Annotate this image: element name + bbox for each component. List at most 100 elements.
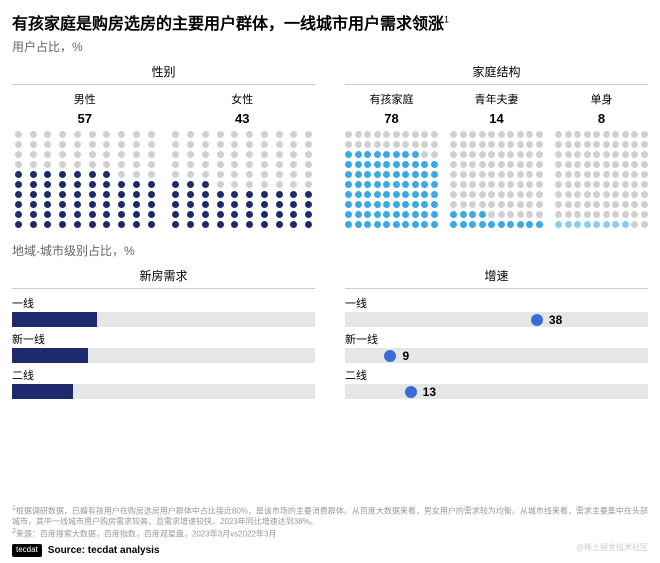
dot [622,171,629,178]
dot [526,211,533,218]
dot [276,171,283,178]
dot [15,161,22,168]
dot [305,131,312,138]
dot [103,201,110,208]
dot [89,171,96,178]
dot [374,221,381,228]
tecdat-badge: tecdat [12,544,42,556]
dot [246,181,253,188]
dot [133,181,140,188]
dot-grid [170,130,316,228]
dot [44,161,51,168]
dot [74,211,81,218]
dot [290,151,297,158]
dot [431,221,438,228]
dot [345,221,352,228]
dot [584,141,591,148]
dot [148,211,155,218]
dot [231,161,238,168]
dot [202,181,209,188]
dot [565,151,572,158]
dot [593,201,600,208]
dot [469,201,476,208]
bar-track [12,348,315,363]
dot [593,191,600,198]
dot [74,181,81,188]
group-value: 57 [12,111,158,126]
region-section-title: 地域-城市级别占比，% [12,242,648,259]
dot [89,191,96,198]
dot [536,151,543,158]
dot [641,191,648,198]
dot [526,201,533,208]
dot [555,221,562,228]
dot [507,171,514,178]
dot [383,171,390,178]
dot [30,151,37,158]
dot [460,161,467,168]
dot [479,201,486,208]
dot [103,141,110,148]
dot [641,171,648,178]
dot [393,181,400,188]
dot [450,211,457,218]
dot [555,131,562,138]
dot [133,191,140,198]
dot [374,131,381,138]
dot [355,171,362,178]
dot [44,141,51,148]
dot [431,211,438,218]
dot [450,201,457,208]
dot [431,171,438,178]
dot [421,161,428,168]
dot [517,211,524,218]
dot [217,131,224,138]
dot [507,221,514,228]
dot [59,161,66,168]
dot [355,131,362,138]
footnote-1: 1根据调研数据，已婚有孩用户在购房选房用户群体中占比接近80%，是该市场的主要消… [12,504,648,527]
dot [612,181,619,188]
family-groups: 有孩家庭78青年夫妻14单身8 [345,91,648,228]
dot [393,151,400,158]
dot [118,161,125,168]
dot [364,221,371,228]
dot [89,151,96,158]
dot [402,211,409,218]
dot [246,161,253,168]
group-value: 43 [170,111,316,126]
dot [555,201,562,208]
dot [555,211,562,218]
dot [498,161,505,168]
dot [536,181,543,188]
dot [460,131,467,138]
dot [517,201,524,208]
dot [261,141,268,148]
dot [290,171,297,178]
dot [345,191,352,198]
dot [231,201,238,208]
dot [290,131,297,138]
dot [187,141,194,148]
dot [118,221,125,228]
dot-grid [555,130,648,228]
dot [536,141,543,148]
dot [217,191,224,198]
dot [172,201,179,208]
dot [641,151,648,158]
dot [622,131,629,138]
dot [517,221,524,228]
family-header: 家庭结构 [345,63,648,85]
dot [148,131,155,138]
dot [574,161,581,168]
bar-track [12,384,315,399]
dot [498,131,505,138]
dot [59,171,66,178]
dot [622,211,629,218]
dot [479,191,486,198]
dot [305,211,312,218]
lollipop-value: 9 [402,349,409,363]
dot [261,211,268,218]
lollipop-value: 38 [549,313,562,327]
dot [383,151,390,158]
